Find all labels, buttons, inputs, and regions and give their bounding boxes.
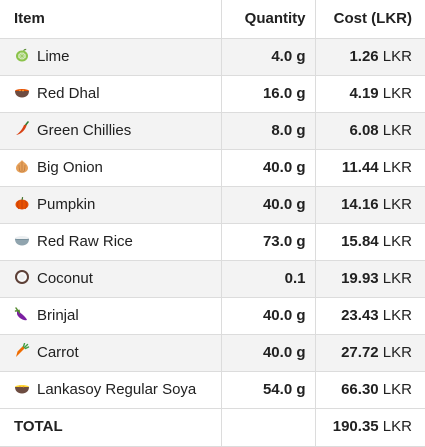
- cost-unit: LKR: [378, 269, 412, 287]
- item-name: Green Chillies: [37, 121, 132, 139]
- quantity-cell: 40.0 g: [221, 297, 316, 335]
- table-row: Brinjal 40.0 g 23.43 LKR: [0, 297, 425, 335]
- table-row: Pumpkin 40.0 g 14.16 LKR: [0, 186, 425, 224]
- item-name: Lime: [37, 47, 70, 65]
- cost-cell: 14.16 LKR: [315, 186, 425, 224]
- table-row: Lankasoy Regular Soya 54.0 g 66.30 LKR: [0, 371, 425, 409]
- pumpkin-icon: [14, 195, 30, 211]
- item-cell: Big Onion: [0, 149, 222, 187]
- cost-cell: 27.72 LKR: [315, 334, 425, 372]
- rice-bowl-icon: [14, 232, 30, 248]
- item-name: Pumpkin: [37, 195, 96, 213]
- cost-value: 4.19: [349, 84, 379, 102]
- total-quantity: [221, 408, 316, 447]
- table-row: Lime 4.0 g 1.26 LKR: [0, 38, 425, 76]
- item-cell: Red Raw Rice: [0, 223, 222, 261]
- item-cell: Carrot: [0, 334, 222, 372]
- cost-cell: 66.30 LKR: [315, 371, 425, 409]
- table-row: Red Dhal 16.0 g 4.19 LKR: [0, 75, 425, 113]
- lime-icon: [14, 47, 30, 63]
- quantity-cell: 4.0 g: [221, 38, 316, 76]
- cost-unit: LKR: [378, 306, 412, 324]
- cost-unit: LKR: [378, 84, 412, 102]
- item-cell: Red Dhal: [0, 75, 222, 113]
- item-name: Big Onion: [37, 158, 103, 176]
- quantity-cell: 54.0 g: [221, 371, 316, 409]
- cost-value: 19.93: [341, 269, 379, 287]
- total-cost-value: 190.35: [332, 418, 379, 435]
- header-cost: Cost (LKR): [315, 0, 425, 39]
- cost-cell: 19.93 LKR: [315, 260, 425, 298]
- quantity-cell: 40.0 g: [221, 186, 316, 224]
- cost-value: 6.08: [349, 121, 379, 139]
- cost-unit: LKR: [378, 47, 412, 65]
- quantity-cell: 40.0 g: [221, 149, 316, 187]
- table-row: Carrot 40.0 g 27.72 LKR: [0, 334, 425, 372]
- table-header-row: Item Quantity Cost (LKR): [0, 0, 425, 39]
- cost-value: 15.84: [341, 232, 379, 250]
- item-cell: Brinjal: [0, 297, 222, 335]
- quantity-cell: 8.0 g: [221, 112, 316, 150]
- item-cell: Lankasoy Regular Soya: [0, 371, 222, 409]
- cost-cell: 23.43 LKR: [315, 297, 425, 335]
- cost-value: 14.16: [341, 195, 379, 213]
- table-row: Red Raw Rice 73.0 g 15.84 LKR: [0, 223, 425, 261]
- cost-unit: LKR: [378, 232, 412, 250]
- cost-cell: 11.44 LKR: [315, 149, 425, 187]
- cost-cell: 4.19 LKR: [315, 75, 425, 113]
- total-row: TOTAL 190.35 LKR: [0, 408, 425, 447]
- cost-cell: 1.26 LKR: [315, 38, 425, 76]
- cost-unit: LKR: [378, 121, 412, 139]
- quantity-cell: 73.0 g: [221, 223, 316, 261]
- total-cost-unit: LKR: [378, 418, 412, 435]
- chilli-icon: [14, 120, 30, 137]
- quantity-cell: 16.0 g: [221, 75, 316, 113]
- onion-icon: [14, 158, 30, 174]
- table-row: Green Chillies 8.0 g 6.08 LKR: [0, 112, 425, 150]
- cost-unit: LKR: [378, 158, 412, 176]
- cost-cell: 15.84 LKR: [315, 223, 425, 261]
- item-name: Brinjal: [37, 306, 79, 324]
- header-item: Item: [0, 0, 222, 39]
- cost-value: 11.44: [341, 158, 379, 176]
- soya-bowl-icon: [14, 380, 30, 396]
- cost-value: 1.26: [349, 47, 379, 65]
- item-name: Coconut: [37, 269, 93, 287]
- quantity-cell: 0.1: [221, 260, 316, 298]
- total-cost: 190.35 LKR: [315, 408, 425, 447]
- cost-unit: LKR: [378, 380, 412, 398]
- item-name: Red Dhal: [37, 84, 100, 102]
- cost-value: 27.72: [341, 343, 379, 361]
- cost-cell: 6.08 LKR: [315, 112, 425, 150]
- carrot-icon: [14, 342, 30, 359]
- table-row: Coconut 0.1 19.93 LKR: [0, 260, 425, 298]
- table-row: Big Onion 40.0 g 11.44 LKR: [0, 149, 425, 187]
- item-name: Lankasoy Regular Soya: [37, 380, 197, 398]
- cost-value: 23.43: [341, 306, 379, 324]
- item-cell: Coconut: [0, 260, 222, 298]
- cost-unit: LKR: [378, 343, 412, 361]
- item-name: Carrot: [37, 343, 79, 361]
- total-label: TOTAL: [0, 408, 222, 447]
- item-cell: Green Chillies: [0, 112, 222, 150]
- eggplant-icon: [14, 306, 30, 322]
- lentil-bowl-icon: [14, 84, 30, 100]
- header-quantity: Quantity: [221, 0, 316, 39]
- item-cell: Pumpkin: [0, 186, 222, 224]
- cost-unit: LKR: [378, 195, 412, 213]
- item-name: Red Raw Rice: [37, 232, 133, 250]
- coconut-icon: [14, 269, 30, 285]
- item-cell: Lime: [0, 38, 222, 76]
- cost-value: 66.30: [341, 380, 379, 398]
- quantity-cell: 40.0 g: [221, 334, 316, 372]
